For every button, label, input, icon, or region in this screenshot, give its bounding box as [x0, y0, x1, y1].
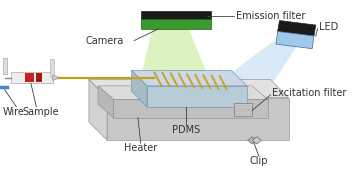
Bar	[140, 12, 211, 20]
Polygon shape	[107, 98, 288, 140]
Text: Sample: Sample	[23, 107, 59, 117]
Polygon shape	[89, 80, 288, 98]
Polygon shape	[248, 137, 257, 144]
Polygon shape	[252, 137, 261, 144]
Text: Excitation filter: Excitation filter	[272, 88, 347, 98]
Polygon shape	[132, 70, 147, 107]
Bar	[50, 59, 54, 77]
Polygon shape	[113, 99, 268, 118]
Polygon shape	[53, 75, 60, 81]
Bar	[11, 72, 53, 83]
Polygon shape	[98, 86, 113, 118]
Polygon shape	[132, 70, 247, 86]
Polygon shape	[278, 21, 316, 36]
Polygon shape	[222, 29, 309, 90]
Polygon shape	[147, 86, 247, 107]
Text: Clip: Clip	[249, 156, 268, 166]
Text: LED: LED	[318, 22, 338, 32]
Text: Emission filter: Emission filter	[236, 11, 305, 21]
Polygon shape	[138, 29, 213, 89]
Polygon shape	[98, 86, 268, 99]
Text: Heater: Heater	[124, 143, 157, 153]
Polygon shape	[276, 31, 314, 49]
Text: Wire: Wire	[3, 107, 25, 117]
Bar	[25, 73, 35, 82]
Bar	[36, 73, 42, 82]
Text: Camera: Camera	[85, 36, 124, 46]
Text: PDMS: PDMS	[172, 125, 200, 135]
Bar	[140, 19, 211, 29]
Bar	[234, 103, 252, 116]
Polygon shape	[89, 80, 107, 140]
Bar	[3, 58, 7, 74]
